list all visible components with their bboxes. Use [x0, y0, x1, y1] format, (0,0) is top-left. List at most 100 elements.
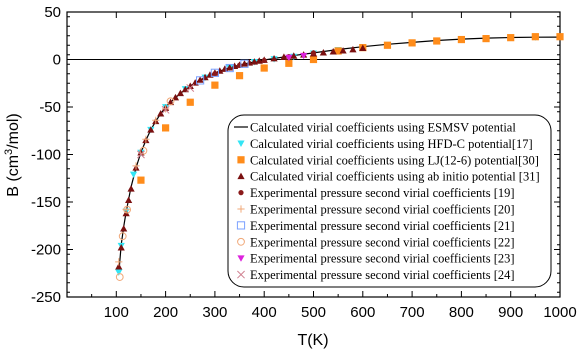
data-point — [457, 35, 465, 44]
data-point — [310, 50, 317, 56]
x-axis-title: T(K) — [297, 332, 328, 349]
legend-entry: Calculated virial coefficients using HFD… — [237, 137, 533, 151]
legend-label: Calculated virial coefficients using ESM… — [250, 121, 516, 135]
data-point — [129, 171, 138, 179]
data-point — [339, 47, 347, 54]
data-point — [161, 105, 170, 114]
data-point — [359, 44, 367, 51]
y-tick-label: -150 — [31, 194, 61, 211]
data-point — [115, 263, 123, 270]
data-point — [136, 150, 145, 159]
legend-swatch — [237, 255, 245, 262]
data-point — [171, 93, 180, 101]
legend-label: Experimental pressure second virial coef… — [250, 186, 515, 200]
data-point — [166, 98, 175, 106]
legend-entry: Experimental pressure second virial coef… — [237, 268, 515, 282]
x-tick-label: 700 — [400, 304, 425, 321]
data-point — [125, 196, 133, 203]
series-9 — [136, 84, 195, 159]
y-axis-title-tail: /mol) — [5, 113, 22, 149]
x-tick-label: 300 — [202, 304, 227, 321]
series — [115, 33, 564, 281]
data-point — [261, 57, 267, 64]
data-point — [196, 76, 205, 85]
data-point — [211, 81, 219, 89]
data-point — [300, 52, 308, 60]
data-point — [270, 54, 278, 62]
legend-swatch — [237, 172, 245, 180]
legend-swatch — [237, 205, 245, 213]
legend-label: Experimental pressure second virial coef… — [250, 235, 515, 249]
data-point — [309, 55, 318, 64]
data-point — [166, 97, 175, 106]
legend-label: Calculated virial coefficients using LJ(… — [250, 153, 539, 167]
y-tick-label: 50 — [44, 4, 61, 21]
data-point — [319, 49, 327, 56]
x-tick-label: 200 — [153, 304, 178, 321]
data-point — [334, 47, 342, 55]
data-point — [210, 68, 220, 77]
x-tick-label: 400 — [252, 304, 277, 321]
data-point — [383, 41, 392, 49]
data-point — [157, 110, 165, 117]
legend-entry: Experimental pressure second virial coef… — [237, 235, 515, 249]
legend-box — [227, 114, 552, 288]
legend-entry: Experimental pressure second virial coef… — [238, 186, 515, 200]
data-point — [147, 126, 155, 133]
data-point — [186, 98, 194, 106]
legend-entries: Calculated virial coefficients using ESM… — [234, 121, 540, 282]
tick-labels: 100 200 300 400 500 600 700 800 900 1000500-50-10… — [31, 4, 577, 321]
data-point — [556, 33, 564, 41]
y-tick-label: 0 — [53, 52, 61, 69]
data-point — [507, 34, 515, 42]
data-point — [186, 84, 195, 92]
x-tick-label: 800 — [449, 304, 474, 321]
x-tick-label: 100 — [104, 304, 129, 321]
data-point — [118, 232, 127, 241]
y-axis-title-sup: 3 — [3, 149, 15, 155]
data-point — [142, 135, 150, 143]
y-tick-label: -200 — [31, 242, 61, 259]
y-tick-label: -50 — [39, 99, 61, 116]
data-point — [137, 176, 145, 184]
legend-label: Experimental pressure second virial coef… — [250, 219, 515, 233]
data-point — [117, 244, 125, 251]
data-point — [162, 124, 170, 132]
legend-swatch — [238, 190, 244, 196]
x-tick-label: 1000 — [543, 304, 576, 321]
data-point — [132, 162, 140, 170]
legend-swatch — [237, 237, 245, 246]
series-6 — [196, 59, 249, 85]
series-7 — [115, 97, 175, 281]
data-point — [176, 89, 184, 97]
series-8 — [285, 52, 308, 62]
legend-entry: Calculated virial coefficients using LJ(… — [237, 153, 539, 167]
data-point — [127, 185, 135, 192]
data-point — [408, 39, 416, 47]
data-point — [285, 54, 293, 62]
legend-swatch — [236, 221, 246, 230]
data-point — [290, 52, 298, 59]
legend-entry: Experimental pressure second virial coef… — [236, 219, 515, 233]
legend: Calculated virial coefficients using ESM… — [227, 114, 552, 288]
x-tick-label: 900 — [498, 304, 523, 321]
legend-swatch — [237, 270, 245, 279]
legend-entry: Calculated virial coefficients using ESM… — [234, 121, 516, 135]
legend-swatch — [237, 156, 245, 164]
data-point — [349, 45, 357, 53]
legend-swatch — [237, 140, 245, 147]
data-point — [482, 35, 490, 43]
data-point — [123, 205, 132, 214]
legend-entry: Experimental pressure second virial coef… — [237, 203, 515, 217]
y-tick-label: -100 — [31, 147, 61, 164]
data-point — [240, 59, 249, 68]
data-point — [120, 225, 128, 232]
data-point — [115, 273, 124, 281]
data-point — [162, 105, 170, 113]
legend-label: Calculated virial coefficients using ab … — [250, 170, 540, 184]
data-point — [260, 64, 268, 72]
data-point — [152, 116, 160, 124]
data-point — [196, 76, 204, 83]
y-axis-title-main: B (cm — [5, 155, 22, 197]
